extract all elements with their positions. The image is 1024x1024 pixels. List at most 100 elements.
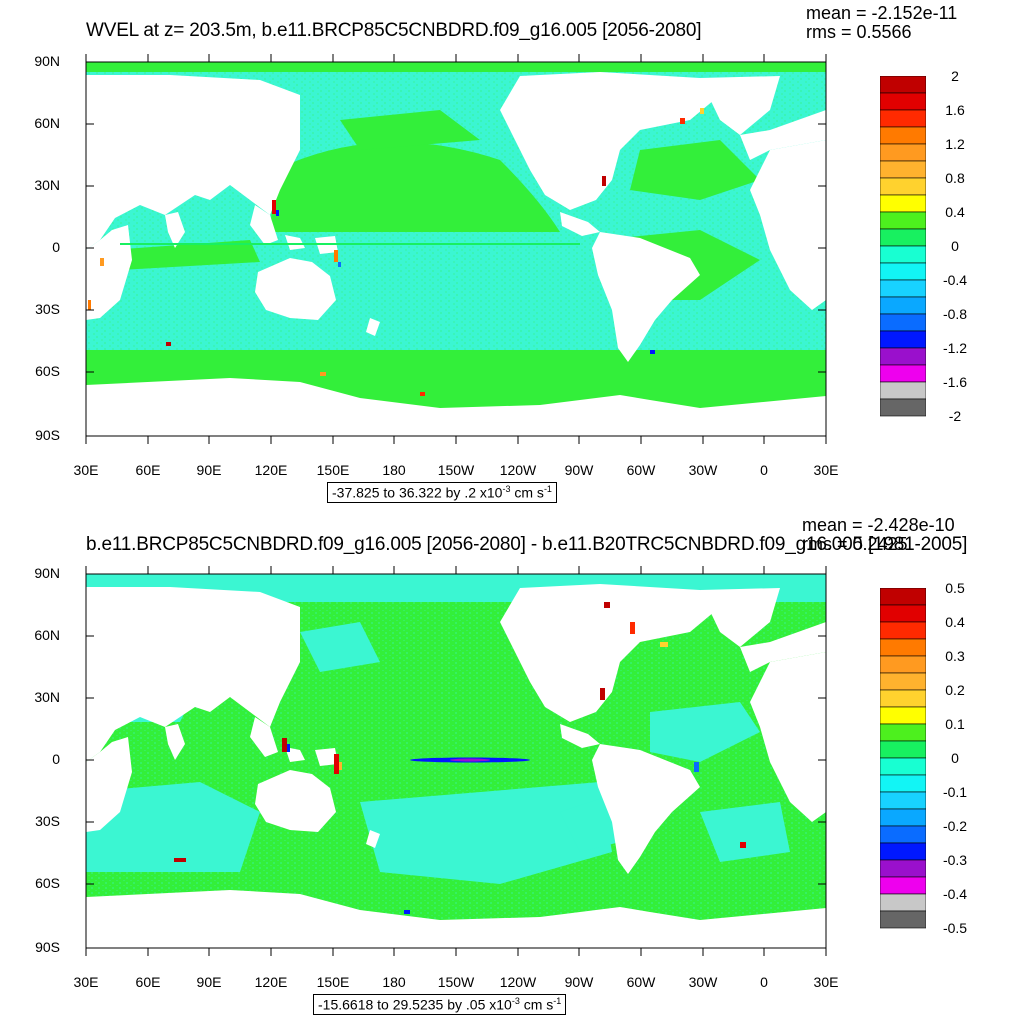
stats-block: mean = -2.428e-10 rms = 0.2425: [802, 516, 955, 554]
x-tick-label: 180: [382, 462, 406, 478]
contour-range-label: -37.825 to 36.322 by .2 x10-3 cm s-1: [327, 482, 557, 503]
colorbar-label: 0.1: [945, 716, 965, 732]
x-tick-label: 120W: [499, 974, 537, 990]
x-tick-label: 30W: [688, 462, 718, 478]
y-tick-label: 60S: [35, 875, 60, 891]
coastal-anomalies: [88, 108, 704, 396]
colorbar-swatch: [880, 364, 926, 383]
colorbar-label: 0.5: [945, 580, 965, 596]
x-tick-label: 120E: [254, 974, 288, 990]
colorbar-swatch: [880, 313, 926, 332]
colorbar-swatch: [880, 604, 926, 623]
y-tick-label: 0: [52, 239, 60, 255]
x-tick-label: 90W: [564, 974, 594, 990]
x-tick-label: 30E: [813, 462, 839, 478]
colorbar-swatch: [880, 774, 926, 793]
x-tick-label: 150E: [316, 462, 350, 478]
panel-title: b.e11.BRCP85C5CNBDRD.f09_g16.005 [2056-2…: [86, 534, 968, 555]
x-tick-label: 90W: [564, 462, 594, 478]
land-masses: [86, 72, 826, 436]
colorbar-label: 0.8: [945, 170, 965, 186]
x-tick-label: 150W: [437, 462, 475, 478]
y-tick-label: 30N: [34, 177, 60, 193]
x-tick-label: 60E: [135, 974, 161, 990]
colorbar-swatch: [880, 842, 926, 861]
x-tick-label: 120E: [254, 462, 288, 478]
colorbar-swatch: [880, 228, 926, 247]
colorbar-swatch: [880, 740, 926, 759]
colorbar-swatch: [880, 672, 926, 691]
colorbar-swatch: [880, 655, 926, 674]
colorbar-swatch: [880, 381, 926, 400]
colorbar-swatch: [880, 791, 926, 810]
colorbar-swatch: [880, 211, 926, 230]
map-plot: [85, 566, 827, 956]
colorbar-swatch: [880, 76, 926, 94]
colorbar-swatch: [880, 160, 926, 179]
colorbar-swatch: [880, 126, 926, 145]
x-tick-label: 30E: [73, 462, 99, 478]
rms-value: rms = 0.2425: [802, 534, 908, 554]
colorbar-swatch: [880, 638, 926, 657]
colorbar-swatch: [880, 194, 926, 213]
rms-value: rms = 0.5566: [806, 22, 912, 42]
x-tick-label: 0: [760, 974, 768, 990]
x-tick-label: 120W: [499, 462, 537, 478]
colorbar-swatch: [880, 92, 926, 111]
colorbar-swatch: [880, 723, 926, 742]
x-tick-label: 60E: [135, 462, 161, 478]
panel-title: WVEL at z= 203.5m, b.e11.BRCP85C5CNBDRD.…: [86, 20, 702, 41]
colorbar-swatch: [880, 808, 926, 827]
y-tick-label: 60S: [35, 363, 60, 379]
y-tick-label: 90N: [34, 565, 60, 581]
stats-block: mean = -2.152e-11 rms = 0.5566: [806, 4, 957, 42]
y-tick-label: 60N: [34, 627, 60, 643]
colorbar-swatch: [880, 706, 926, 725]
colorbar-swatch: [880, 893, 926, 912]
colorbar-label: -1.2: [942, 340, 968, 356]
colorbar-swatch: [880, 330, 926, 349]
y-tick-label: 0: [52, 751, 60, 767]
mean-value: mean = -2.152e-11: [806, 3, 958, 23]
colorbar-label: 0: [951, 750, 959, 766]
colorbar-label: -0.4: [942, 272, 968, 288]
colorbar-swatch: [880, 262, 926, 281]
y-tick-label: 30N: [34, 689, 60, 705]
equatorial-band: [120, 243, 580, 245]
colorbar-swatch: [880, 296, 926, 315]
colorbar-label: -0.1: [942, 784, 968, 800]
colorbar-swatch: [880, 621, 926, 640]
x-tick-label: 150E: [316, 974, 350, 990]
x-tick-label: 30E: [813, 974, 839, 990]
colorbar-label: 0.4: [945, 204, 965, 220]
y-tick-label: 30S: [35, 813, 60, 829]
colorbar-label: -0.3: [942, 852, 968, 868]
axis-ticks: [85, 54, 827, 444]
x-tick-label: 90E: [196, 974, 222, 990]
x-tick-label: 60W: [626, 462, 656, 478]
colorbar-swatch: [880, 757, 926, 776]
colorbar-label: -0.2: [942, 818, 968, 834]
colorbar-swatch: [880, 825, 926, 844]
y-tick-label: 90N: [34, 53, 60, 69]
colorbar-swatch: [880, 910, 926, 929]
x-tick-label: 30E: [73, 974, 99, 990]
axis-ticks: [85, 566, 827, 956]
colorbar-swatch: [880, 588, 926, 606]
y-tick-label: 90S: [35, 427, 60, 443]
colorbar-label: 0.4: [945, 614, 965, 630]
colorbar: [880, 588, 926, 929]
colorbar-label: 1.2: [945, 136, 965, 152]
x-tick-label: 90E: [196, 462, 222, 478]
map-plot: [85, 54, 827, 444]
land-masses: [86, 584, 826, 948]
bottom-panel: b.e11.BRCP85C5CNBDRD.f09_g16.005 [2056-2…: [0, 512, 1024, 1024]
colorbar-label: -0.8: [942, 306, 968, 322]
colorbar-swatch: [880, 859, 926, 878]
colorbar-swatch: [880, 143, 926, 162]
x-tick-label: 0: [760, 462, 768, 478]
x-tick-label: 150W: [437, 974, 475, 990]
colorbar-swatch: [880, 279, 926, 298]
colorbar-label: -1.6: [942, 374, 968, 390]
mean-value: mean = -2.428e-10: [802, 515, 955, 535]
